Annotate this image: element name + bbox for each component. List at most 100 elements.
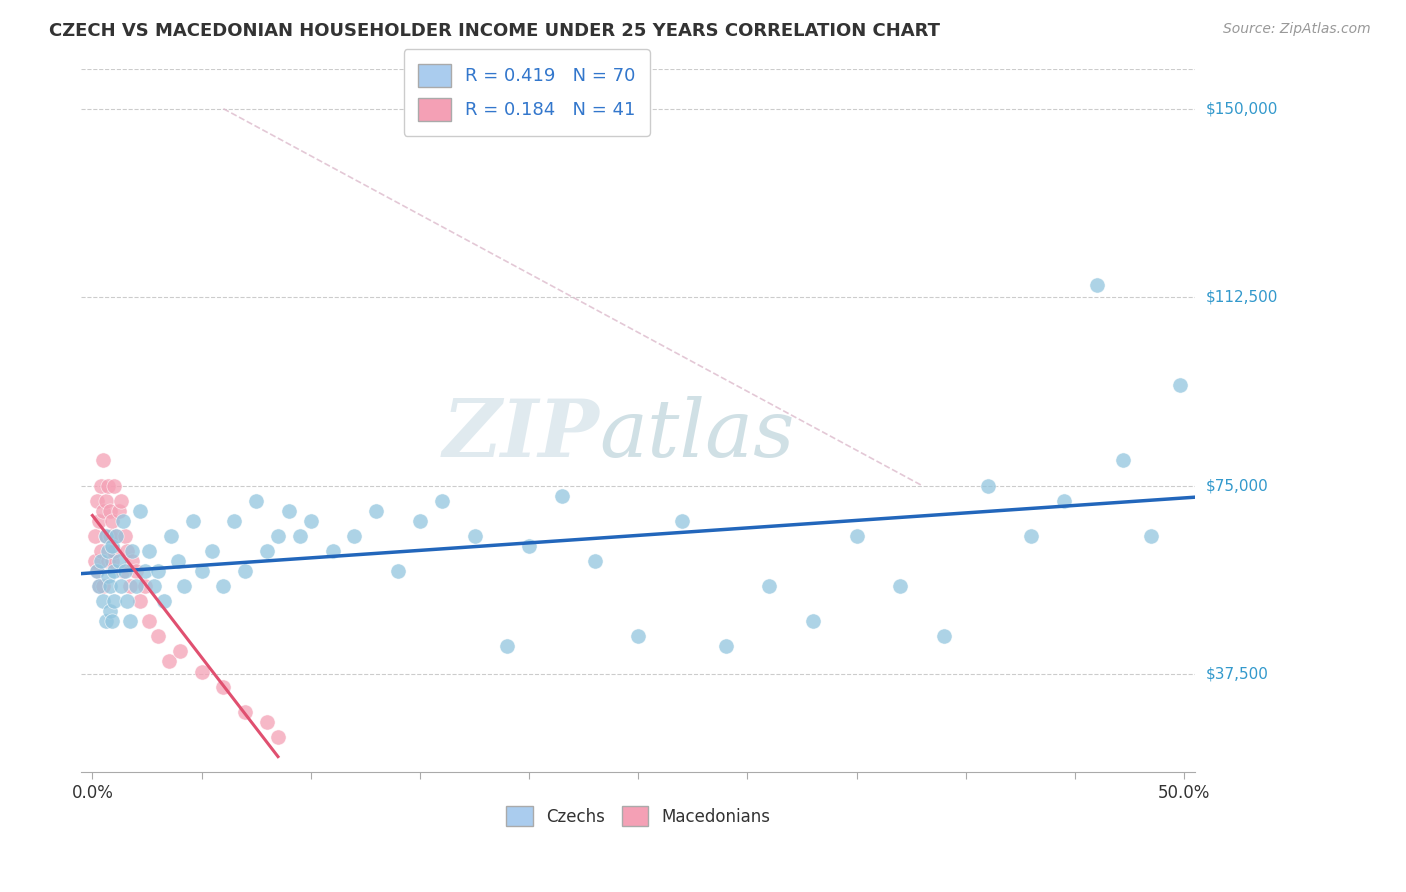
- Text: $75,000: $75,000: [1206, 478, 1268, 493]
- Point: [101, 514, 124, 528]
- Point: [288, 529, 311, 543]
- Point: [97, 478, 120, 492]
- Point: [551, 489, 574, 503]
- Point: [87, 579, 110, 593]
- Point: [322, 544, 344, 558]
- Point: [387, 564, 409, 578]
- Point: [134, 564, 156, 578]
- Point: [627, 629, 650, 643]
- Point: [94, 615, 117, 629]
- Point: [129, 594, 152, 608]
- Point: [463, 529, 485, 543]
- Point: [801, 615, 824, 629]
- Point: [845, 529, 868, 543]
- Point: [1019, 529, 1042, 543]
- Point: [224, 514, 246, 528]
- Point: [267, 730, 290, 744]
- Point: [114, 564, 136, 578]
- Legend: Czechs, Macedonians: Czechs, Macedonians: [498, 798, 779, 834]
- Point: [671, 514, 693, 528]
- Text: $150,000: $150,000: [1206, 101, 1278, 116]
- Point: [212, 579, 235, 593]
- Point: [111, 564, 134, 578]
- Point: [142, 579, 165, 593]
- Point: [146, 564, 169, 578]
- Point: [201, 544, 224, 558]
- Point: [1168, 378, 1191, 392]
- Point: [97, 554, 120, 568]
- Point: [86, 564, 108, 578]
- Text: ZIP: ZIP: [443, 396, 599, 473]
- Point: [129, 504, 152, 518]
- Point: [1112, 453, 1135, 467]
- Point: [190, 564, 212, 578]
- Point: [233, 705, 256, 719]
- Point: [343, 529, 366, 543]
- Point: [91, 504, 114, 518]
- Point: [117, 544, 139, 558]
- Point: [107, 504, 129, 518]
- Point: [90, 478, 112, 492]
- Point: [138, 615, 160, 629]
- Point: [97, 544, 120, 558]
- Point: [101, 554, 124, 568]
- Point: [714, 640, 737, 654]
- Point: [87, 579, 110, 593]
- Point: [134, 579, 156, 593]
- Point: [103, 594, 125, 608]
- Point: [256, 544, 278, 558]
- Point: [90, 554, 112, 568]
- Point: [86, 564, 108, 578]
- Point: [98, 604, 121, 618]
- Point: [190, 665, 212, 679]
- Point: [160, 529, 183, 543]
- Point: [157, 655, 180, 669]
- Point: [125, 579, 148, 593]
- Point: [118, 615, 141, 629]
- Point: [87, 514, 110, 528]
- Point: [110, 493, 132, 508]
- Point: [496, 640, 519, 654]
- Point: [121, 554, 143, 568]
- Point: [114, 529, 136, 543]
- Point: [83, 529, 105, 543]
- Point: [976, 478, 998, 492]
- Text: $37,500: $37,500: [1206, 666, 1270, 681]
- Point: [94, 529, 117, 543]
- Point: [103, 478, 125, 492]
- Point: [138, 544, 160, 558]
- Point: [98, 529, 121, 543]
- Point: [105, 529, 128, 543]
- Point: [90, 544, 112, 558]
- Point: [256, 714, 278, 729]
- Text: $112,500: $112,500: [1206, 290, 1278, 305]
- Point: [107, 554, 129, 568]
- Point: [1140, 529, 1163, 543]
- Text: atlas: atlas: [599, 396, 794, 473]
- Point: [1053, 493, 1076, 508]
- Point: [91, 594, 114, 608]
- Point: [758, 579, 780, 593]
- Point: [94, 529, 117, 543]
- Point: [1085, 277, 1108, 292]
- Point: [94, 493, 117, 508]
- Point: [118, 579, 141, 593]
- Point: [366, 504, 388, 518]
- Point: [245, 493, 267, 508]
- Point: [101, 615, 124, 629]
- Point: [117, 594, 139, 608]
- Point: [233, 564, 256, 578]
- Point: [173, 579, 195, 593]
- Point: [101, 539, 124, 553]
- Point: [267, 529, 290, 543]
- Point: [91, 453, 114, 467]
- Point: [111, 514, 134, 528]
- Point: [103, 544, 125, 558]
- Point: [91, 579, 114, 593]
- Point: [212, 680, 235, 694]
- Point: [153, 594, 176, 608]
- Point: [299, 514, 322, 528]
- Point: [110, 579, 132, 593]
- Point: [146, 629, 169, 643]
- Point: [83, 554, 105, 568]
